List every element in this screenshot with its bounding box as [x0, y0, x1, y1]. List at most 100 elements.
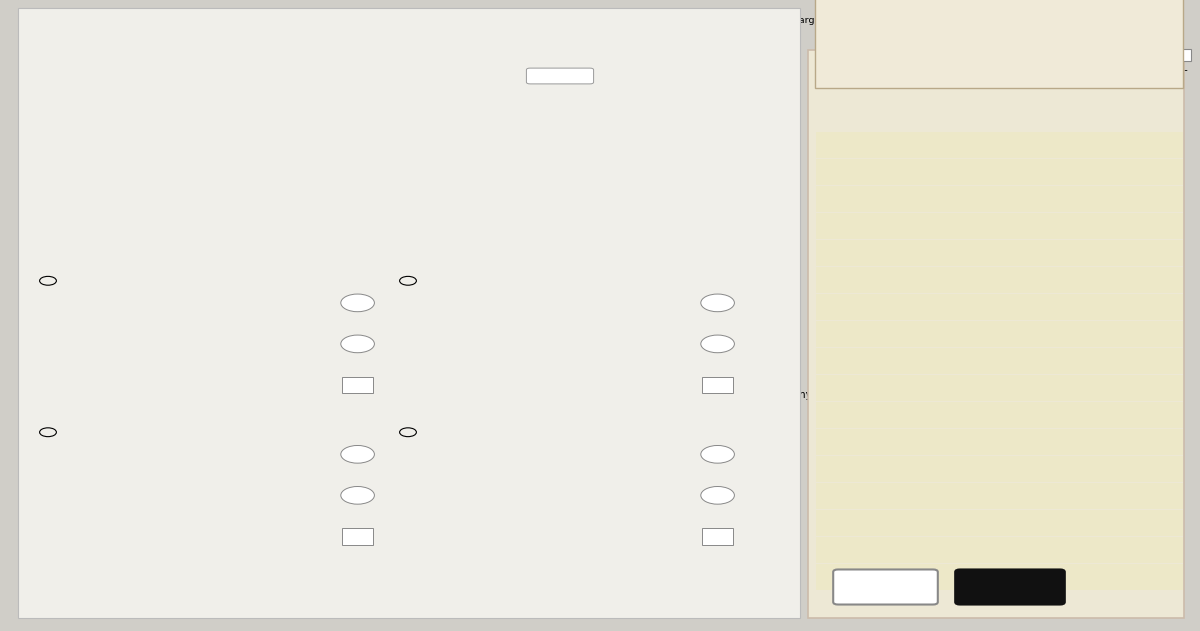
Text: 0.514: 0.514 [1064, 464, 1096, 473]
Point [210, 475, 229, 485]
Text: 0.602: 0.602 [1064, 355, 1096, 365]
Text: 10: 10 [899, 329, 913, 338]
Text: 19: 19 [899, 572, 913, 582]
Text: Done: Done [990, 580, 1031, 594]
Text: 6: 6 [902, 220, 910, 230]
Point [230, 319, 250, 329]
Text: 0.532: 0.532 [1064, 437, 1096, 447]
Point [632, 324, 652, 334]
Text: C.  No, because 15 absences is outside the scope of the model.: C. No, because 15 absences is outside th… [47, 451, 358, 461]
Point [104, 302, 124, 312]
Point [528, 309, 547, 319]
X-axis label: Number of Absences: Number of Absences [186, 430, 252, 435]
Text: 0.468: 0.468 [1064, 545, 1096, 555]
Text: 7: 7 [902, 247, 910, 257]
Point [590, 490, 610, 500]
Text: ↗: ↗ [715, 533, 720, 540]
Point [293, 492, 312, 502]
Point [188, 471, 208, 481]
Text: · · · · ·: · · · · · [540, 78, 572, 88]
Text: Print: Print [869, 580, 901, 594]
Point [506, 466, 526, 476]
Text: Is the final exam score above or below average for this number of absences?: Is the final exam score above or below a… [24, 78, 427, 88]
Text: Statcrunch: Statcrunch [24, 510, 89, 523]
Point [548, 311, 568, 321]
Text: ▤: ▤ [25, 57, 35, 67]
Text: 18: 18 [899, 545, 913, 555]
Point [506, 306, 526, 316]
Text: —: — [1177, 65, 1187, 75]
Text: 0.811: 0.811 [1064, 220, 1096, 230]
Text: 0.997: 0.997 [1064, 139, 1096, 150]
Text: 3: 3 [902, 139, 910, 150]
Text: 0.878: 0.878 [1064, 194, 1096, 204]
Text: Q: Q [354, 450, 361, 459]
Text: Critical Values for Correlation Coefficient: Critical Values for Correlation Coeffici… [834, 97, 1122, 110]
Text: □: □ [821, 95, 832, 105]
Text: 17: 17 [899, 517, 913, 528]
Text: Above: Above [47, 117, 82, 127]
Point [612, 319, 631, 329]
Text: 0.497: 0.497 [1064, 490, 1096, 500]
Text: 13: 13 [899, 410, 913, 420]
Text: 8: 8 [902, 274, 910, 285]
Point [168, 468, 187, 478]
Point [252, 326, 271, 336]
Text: D.  Yes, because the absolute value of the correlation coefficient is greater th: D. Yes, because the absolute value of th… [47, 471, 661, 481]
Text: (d) Draw the least-squares regression line on the scatter diagram of the data. C: (d) Draw the least-squares regression li… [24, 142, 602, 152]
Point [146, 311, 166, 321]
Text: A.  No, because the absolute value of the correlation coefficient is less than t: A. No, because the absolute value of the… [47, 411, 641, 421]
Title: Exam Scores vs. Absences: Exam Scores vs. Absences [168, 287, 270, 296]
Point [252, 483, 271, 493]
Point [548, 479, 568, 489]
Y-axis label: Final Exam Score: Final Exam Score [452, 334, 457, 382]
Point [528, 473, 547, 483]
Point [230, 480, 250, 490]
Text: ↗: ↗ [715, 382, 720, 388]
Point [272, 331, 292, 341]
Text: 0.632: 0.632 [1064, 329, 1096, 338]
Text: The accompanying data represent the number of days absent, x, and the final exam: The accompanying data represent the numb… [25, 16, 1082, 25]
Text: Reference: Reference [830, 62, 942, 81]
Point [612, 496, 631, 506]
Title: Exam Scores vs. Absences: Exam Scores vs. Absences [528, 439, 630, 447]
Point [654, 328, 673, 338]
Text: 16: 16 [899, 490, 913, 500]
Text: 11: 11 [899, 355, 913, 365]
Text: 0.950: 0.950 [1064, 167, 1096, 177]
Y-axis label: Final Exam Score: Final Exam Score [92, 334, 97, 382]
Title: Exam Scores vs. Absences: Exam Scores vs. Absences [528, 287, 630, 296]
Text: 0.482: 0.482 [1064, 517, 1096, 528]
Text: 15: 15 [899, 464, 913, 473]
Text: 0.754: 0.754 [1064, 247, 1096, 257]
Text: 4: 4 [902, 167, 910, 177]
Text: B.  Yes, because the purpose of finding the regression line is to make predictio: B. Yes, because the purpose of finding t… [47, 431, 600, 441]
Y-axis label: Final Exam Score: Final Exam Score [92, 486, 97, 533]
Text: Q: Q [354, 491, 361, 500]
Text: Q: Q [714, 339, 721, 348]
Text: Q: Q [354, 339, 361, 348]
Point [168, 312, 187, 322]
Point [654, 509, 673, 519]
Text: B.: B. [419, 276, 431, 286]
X-axis label: Number of Absences: Number of Absences [546, 582, 612, 587]
Text: A.: A. [59, 276, 70, 286]
Point [126, 459, 144, 469]
Point [126, 307, 144, 317]
Text: 0.456: 0.456 [1064, 572, 1096, 582]
Point [272, 487, 292, 497]
Text: 5: 5 [902, 194, 910, 204]
Point [146, 463, 166, 473]
Title: Exam Scores vs. Absences: Exam Scores vs. Absences [168, 439, 270, 447]
Y-axis label: Final Exam Score: Final Exam Score [452, 486, 457, 533]
Text: Below: Below [47, 99, 80, 109]
Point [632, 502, 652, 512]
Text: Q: Q [354, 298, 361, 307]
Text: 0.666: 0.666 [1064, 302, 1096, 312]
Point [464, 453, 484, 463]
Text: D.: D. [419, 427, 431, 437]
Text: Click the icon to view the absence count and final exam score data.: Click the icon to view the absence count… [38, 42, 370, 52]
Point [210, 317, 229, 327]
Text: Click the icon to view a table of critical values for the correlation coefficien: Click the icon to view a table of critic… [38, 57, 412, 67]
Text: 9: 9 [902, 302, 910, 312]
